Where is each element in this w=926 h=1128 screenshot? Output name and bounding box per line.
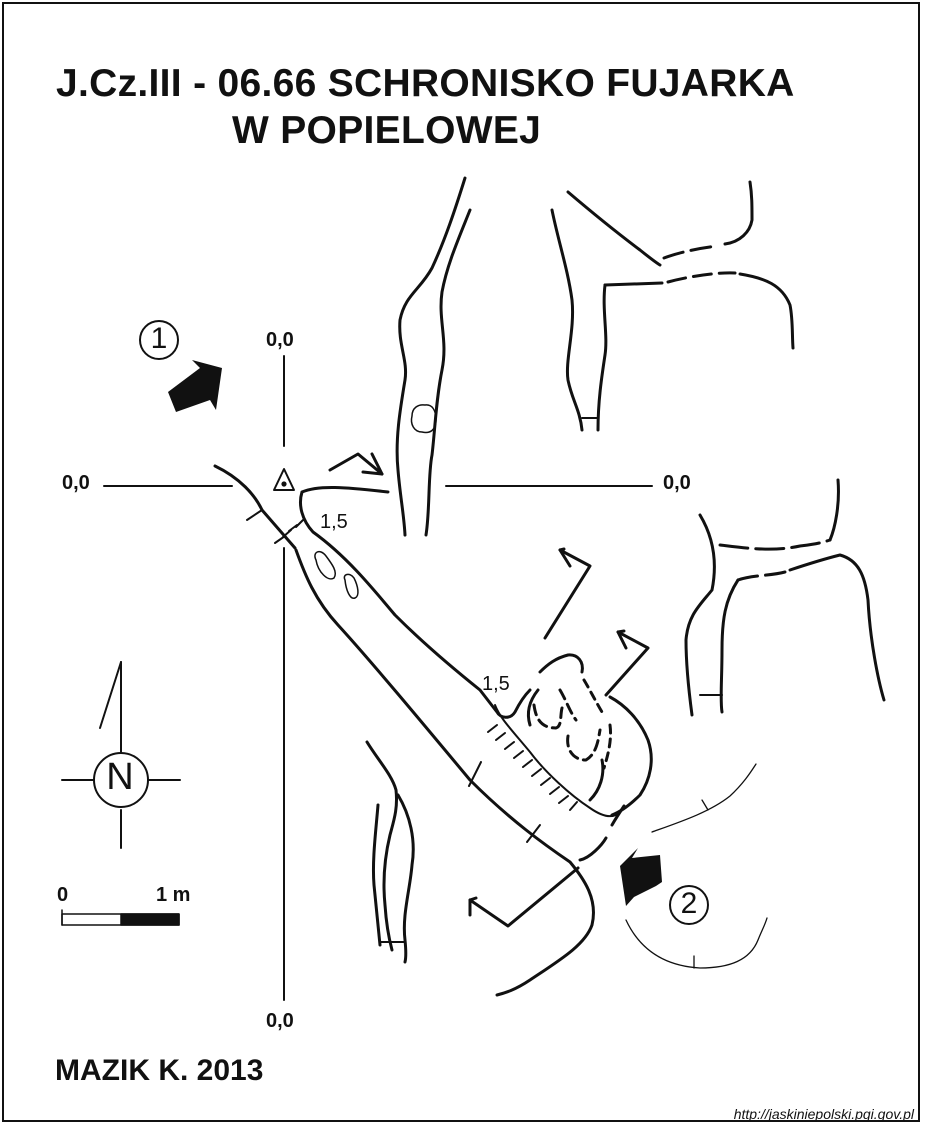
rock-blocks xyxy=(314,550,359,599)
terrain-contours xyxy=(625,763,768,969)
axis-label-bottom: 0,0 xyxy=(266,1010,294,1032)
depth-label: 1,5 xyxy=(320,511,348,533)
axis-label-left: 0,0 xyxy=(62,472,90,494)
section-arrows xyxy=(328,452,650,928)
depth-label: 1,5 xyxy=(482,673,510,695)
map-title-line2: W POPIELOWEJ xyxy=(232,109,542,152)
north-letter: N xyxy=(106,756,134,798)
passage-wall-east xyxy=(578,836,608,862)
scale-start-label: 0 xyxy=(57,884,69,906)
survey-datum-icon xyxy=(273,468,295,491)
axis-label-right: 0,0 xyxy=(663,472,691,494)
scale-bar xyxy=(61,909,180,926)
cross-section-c xyxy=(684,478,886,717)
entrance-2-arrow-icon xyxy=(620,848,662,906)
side-chamber xyxy=(526,653,653,817)
passage-wall-lower xyxy=(294,548,595,997)
map-title-line1: J.Cz.III - 06.66 SCHRONISKO FUJARKA xyxy=(56,62,795,105)
entrance-1-arrow-icon xyxy=(168,360,222,412)
reference-crosshair xyxy=(103,355,653,1001)
entrance-2-circle xyxy=(669,885,709,925)
author-credit: MAZIK K. 2013 xyxy=(55,1054,264,1087)
axis-label-top: 0,0 xyxy=(266,329,294,351)
entrance-2-number: 2 xyxy=(680,887,698,920)
scale-end-label: 1 m xyxy=(156,884,191,906)
source-url: http://jaskiniepolski.pgi.gov.pl xyxy=(733,1106,914,1122)
entrance-1-number: 1 xyxy=(150,322,168,355)
cross-section-b xyxy=(550,180,795,432)
drop-hatching xyxy=(246,509,621,843)
entrance-1-circle xyxy=(139,320,179,360)
north-arrow-icon xyxy=(61,661,181,849)
cross-section-d xyxy=(365,740,415,964)
cross-section-a xyxy=(395,176,472,537)
